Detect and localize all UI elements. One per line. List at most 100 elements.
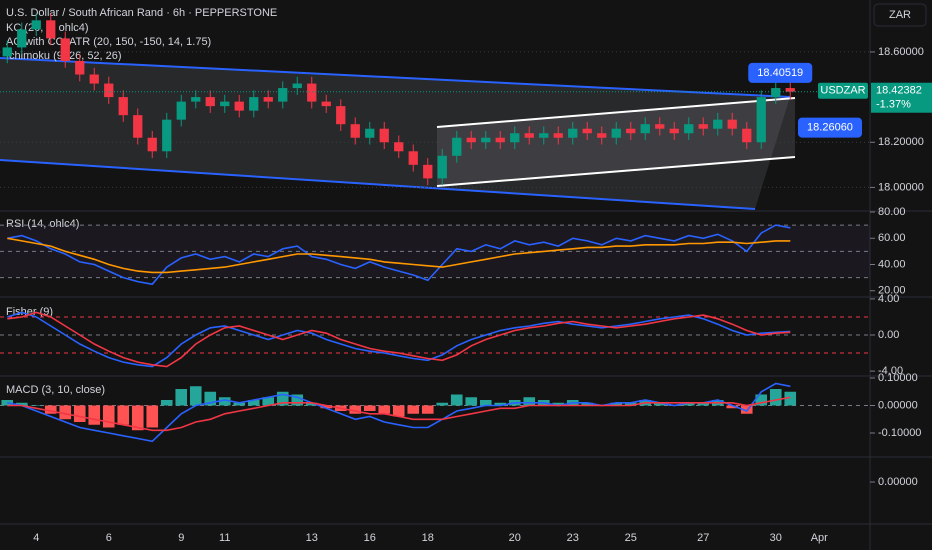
annotation-label: 18.26060 <box>807 121 853 133</box>
candle-body <box>423 164 433 179</box>
histogram-bar <box>320 405 333 409</box>
histogram-bar <box>392 405 405 417</box>
histogram-bar <box>494 402 507 406</box>
pane-title: RSI (14, ohlc4) <box>6 218 79 230</box>
candle-body <box>307 83 317 102</box>
candle-body <box>249 97 259 111</box>
channel-fill <box>0 58 790 209</box>
candle-body <box>597 133 607 138</box>
candle-body <box>756 97 766 143</box>
candle-body <box>191 97 201 102</box>
candle-body <box>669 128 679 134</box>
candle-body <box>292 83 302 89</box>
histogram-bar <box>421 405 434 414</box>
candle-body <box>481 137 491 143</box>
symbol-badge <box>818 82 868 99</box>
pane-title: MACD (3, 10, close) <box>6 384 105 396</box>
histogram-bar <box>479 400 492 406</box>
x-tick-label: 27 <box>697 532 709 544</box>
series-line <box>7 224 791 286</box>
candle-body <box>452 137 462 156</box>
candle-body <box>495 137 505 143</box>
candle-body <box>176 101 186 120</box>
candle-body <box>727 119 737 129</box>
y-tick-label: 60.00 <box>878 232 906 244</box>
histogram-bar <box>610 402 623 406</box>
candle-body <box>350 124 360 138</box>
y-tick-label: -0.10000 <box>878 427 921 439</box>
candle-body <box>539 133 549 138</box>
series-line <box>7 396 791 432</box>
x-tick-label: 16 <box>364 532 376 544</box>
candle-body <box>437 155 447 179</box>
histogram-bar <box>407 405 420 414</box>
overlay-label: AO with CCI ATR (20, 150, -150, 14, 1.75… <box>6 36 211 48</box>
candle-body <box>205 97 215 107</box>
candle-body <box>626 128 636 134</box>
y-tick-label: 18.00000 <box>878 181 924 193</box>
histogram-bar <box>697 402 710 406</box>
histogram-bar <box>131 405 144 431</box>
candle-body <box>365 128 375 138</box>
y-tick-label: 80.00 <box>878 206 906 218</box>
histogram-bar <box>160 400 173 406</box>
histogram-bar <box>624 402 637 406</box>
histogram-bar <box>291 394 304 406</box>
candle-body <box>640 124 650 134</box>
candle-body <box>118 97 128 116</box>
histogram-bar <box>204 391 217 406</box>
x-tick-label: 13 <box>306 532 318 544</box>
histogram-bar <box>102 405 115 428</box>
histogram-bar <box>189 386 202 406</box>
candle-body <box>31 20 41 30</box>
histogram-bar <box>247 400 260 406</box>
y-tick-label: 0.00000 <box>878 399 918 411</box>
candle-body <box>684 124 694 134</box>
candle-body <box>133 115 143 138</box>
candle-body <box>611 128 621 138</box>
histogram-bar <box>44 405 57 414</box>
currency[interactable]: ZAR <box>889 9 911 21</box>
y-tick-label: 40.00 <box>878 258 906 270</box>
inner-channel-lower <box>436 156 796 187</box>
candle-body <box>771 88 781 98</box>
histogram-bar <box>175 389 188 406</box>
histogram-bar <box>88 405 101 425</box>
candle-body <box>89 74 99 84</box>
x-tick-label: 6 <box>106 532 112 544</box>
histogram-bar <box>682 402 695 406</box>
histogram-bar <box>146 405 159 428</box>
candle-body <box>408 151 418 165</box>
x-tick-label: 20 <box>509 532 521 544</box>
y-tick-label: 18.20000 <box>878 136 924 148</box>
channel-upper <box>0 57 791 98</box>
candle-body <box>524 133 534 138</box>
histogram-bar <box>784 391 797 406</box>
y-tick-label: 0.10000 <box>878 372 918 384</box>
x-tick-label: 30 <box>770 532 782 544</box>
pane-title: Fisher (9) <box>6 306 53 318</box>
histogram-bar <box>378 405 391 414</box>
candle-body <box>553 133 563 138</box>
histogram-bar <box>276 391 289 406</box>
candle-body <box>785 88 795 92</box>
x-tick-label: 4 <box>33 532 39 544</box>
histogram-bar <box>1 400 14 406</box>
currency-box[interactable] <box>873 3 927 27</box>
candle-body <box>568 128 578 138</box>
histogram-bar <box>15 402 28 406</box>
histogram-bar <box>740 405 753 414</box>
candle-body <box>147 137 157 152</box>
candle-body <box>379 128 389 143</box>
histogram-bar <box>363 405 376 411</box>
histogram-bar <box>262 397 275 406</box>
x-tick-label: 11 <box>219 532 230 544</box>
y-tick-label: 20.00 <box>878 285 906 297</box>
candle-body <box>17 29 27 48</box>
histogram-bar <box>450 394 463 406</box>
annotation-label: 18.40519 <box>757 67 803 79</box>
y-tick-label: 18.60000 <box>878 46 924 58</box>
inner-channel-upper <box>436 97 796 128</box>
